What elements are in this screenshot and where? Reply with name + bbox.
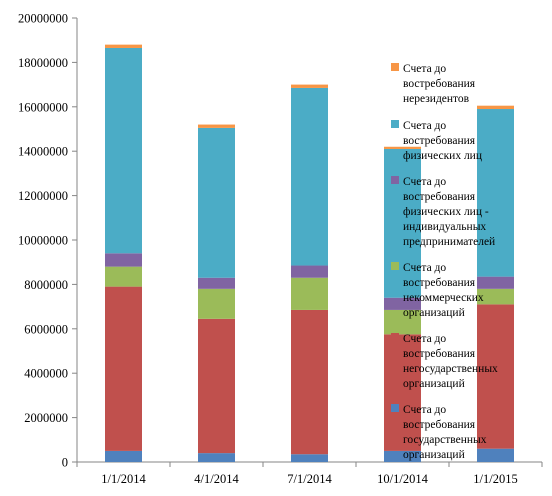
y-tick-label: 14000000 <box>18 145 68 159</box>
bar-segment-4-5 <box>477 276 514 289</box>
bar-segment-5-1 <box>105 47 142 254</box>
legend-label: Счета до востребования физических лиц <box>403 120 482 162</box>
y-tick-label: 16000000 <box>18 100 68 114</box>
bar-segment-2-1 <box>105 286 142 451</box>
x-tick-label: 1/1/2014 <box>101 472 146 486</box>
legend-item-3: Счета до востребования физических лиц -инд… <box>391 176 495 248</box>
bars <box>105 44 514 462</box>
legend-label: Счета до востребования негосударственных ор… <box>403 333 498 390</box>
x-tick-label: 10/1/2014 <box>377 472 428 486</box>
legend-label: Счета до востребования физических лиц -инд… <box>403 176 495 248</box>
bar-segment-2-4 <box>384 334 421 451</box>
legend: Счета до востребования нерезидентов Счета д… <box>391 63 498 461</box>
legend-swatch <box>391 63 399 71</box>
y-tick-label: 12000000 <box>18 189 68 203</box>
legend-swatch <box>391 333 399 341</box>
bar-segment-2-2 <box>198 318 235 454</box>
bar-segment-6-4 <box>384 146 421 149</box>
legend-item-6: Счета до востребования государственных орга… <box>391 404 487 461</box>
bar-segment-3-3 <box>291 277 328 310</box>
x-tick-label: 1/1/2015 <box>473 472 517 486</box>
y-axis: 0 2000000 4000000 6000000 8000000 10000000 120… <box>18 12 78 470</box>
legend-label: Счета до востребования некоммерческих орган… <box>403 262 484 319</box>
y-tick-label: 20000000 <box>18 12 68 26</box>
legend-label: Счета до востребования нерезидентов <box>403 63 476 105</box>
bar-segment-5-3 <box>291 87 328 266</box>
y-tick-label: 0 <box>62 456 68 470</box>
legend-item-5: Счета до востребования негосударственных ор… <box>391 333 498 390</box>
bar-segment-4-2 <box>198 277 235 289</box>
bar-segment-3-4 <box>384 309 421 335</box>
bar-segment-3-1 <box>105 266 142 287</box>
legend-swatch <box>391 176 399 184</box>
bar-segment-4-4 <box>384 297 421 310</box>
y-tick-label: 2000000 <box>24 411 68 425</box>
bar-segment-4-3 <box>291 265 328 278</box>
x-tick-label: 7/1/2014 <box>287 472 332 486</box>
bar-segment-5-4 <box>384 148 421 298</box>
bar-segment-3-5 <box>477 288 514 305</box>
y-tick-label: 18000000 <box>18 56 68 70</box>
legend-item-2: Счета до востребования физических лиц <box>391 120 482 162</box>
bar-segment-4-1 <box>105 253 142 267</box>
legend-swatch <box>391 262 399 270</box>
bar-segment-5-2 <box>198 127 235 278</box>
bar-segment-1-1 <box>105 450 142 462</box>
x-tick-label: 4/1/2014 <box>194 472 239 486</box>
bar-segment-1-2 <box>198 453 235 462</box>
legend-swatch <box>391 404 399 412</box>
y-tick-label: 6000000 <box>24 322 68 336</box>
bar-segment-6-3 <box>291 84 328 88</box>
legend-item-4: Счета до востребования некоммерческих орган… <box>391 262 484 319</box>
x-axis: 1/1/2014 4/1/2014 7/1/2014 10/1/2014 1/1/201… <box>76 461 543 486</box>
bar-segment-1-4 <box>384 450 421 462</box>
bar-segment-6-5 <box>477 105 514 110</box>
bar-segment-6-1 <box>105 44 142 48</box>
bar-segment-5-5 <box>477 109 514 277</box>
bar-segment-6-2 <box>198 124 235 128</box>
y-tick-label: 10000000 <box>18 234 68 248</box>
bar-segment-3-2 <box>198 288 235 319</box>
bar-segment-1-3 <box>291 454 328 462</box>
bar-segment-2-5 <box>477 304 514 449</box>
legend-item-1: Счета до востребования нерезидентов <box>391 63 476 105</box>
legend-swatch <box>391 120 399 128</box>
y-tick-label: 8000000 <box>24 278 68 292</box>
bar-segment-2-3 <box>291 309 328 455</box>
bar-segment-1-5 <box>477 448 514 462</box>
legend-label: Счета до востребования государственных орга… <box>403 404 487 461</box>
y-tick-label: 4000000 <box>24 367 68 381</box>
